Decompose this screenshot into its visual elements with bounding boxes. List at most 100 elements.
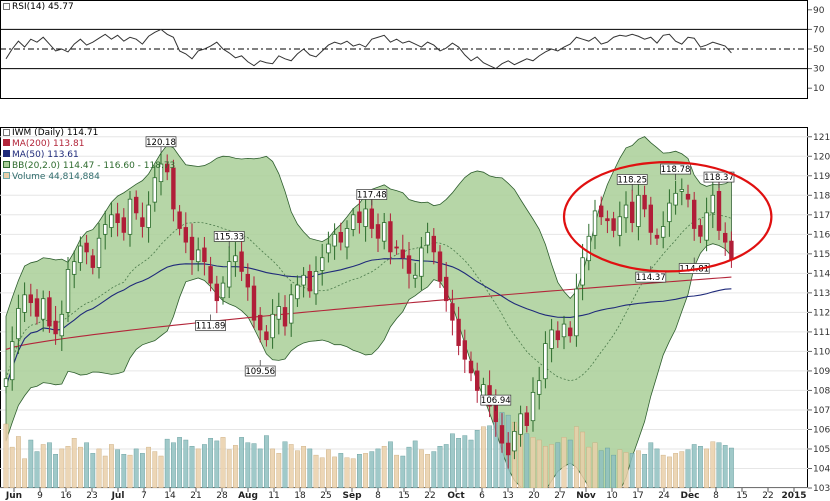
volume-bar — [357, 454, 362, 488]
candle-body — [183, 227, 188, 243]
volume-bar — [282, 441, 288, 488]
price-tick-label: 104 — [813, 464, 830, 474]
date-tick-label: 20 — [528, 491, 540, 501]
candle-body — [103, 224, 108, 235]
candle-body — [462, 340, 467, 360]
volume-bar — [152, 451, 158, 488]
ma200-label: MA(200) 113.81 — [12, 139, 85, 149]
volume-legend-row: Volume 44,814,884 — [3, 172, 175, 183]
volume-bar — [276, 453, 282, 488]
annotation-label: 120.18 — [146, 138, 176, 148]
candle-body — [530, 391, 536, 422]
candle-body — [357, 211, 362, 224]
volume-bar — [3, 423, 9, 488]
annotation-box — [678, 263, 710, 274]
volume-bar — [22, 458, 27, 488]
annotation-label: 118.37 — [704, 173, 734, 183]
ma50-line — [5, 258, 732, 387]
candle-body — [648, 204, 653, 233]
candle-body — [140, 217, 145, 227]
candle-body — [505, 442, 511, 456]
candle-body — [375, 224, 381, 239]
volume-bar — [574, 426, 579, 488]
candle-body — [716, 190, 722, 231]
volume-bar — [295, 450, 300, 488]
candle-body — [537, 380, 542, 395]
candle-body — [270, 313, 275, 339]
volume-bar — [146, 446, 151, 488]
candle-body — [177, 211, 182, 229]
volume-bar — [40, 444, 46, 488]
rsi-tick-label: 10 — [813, 84, 825, 94]
candle-body — [220, 282, 226, 299]
annotation-box — [356, 189, 388, 200]
volume-bar — [716, 442, 722, 488]
volume-bar — [586, 446, 592, 488]
volume-bar — [400, 455, 406, 488]
annotation-label: 111.89 — [196, 322, 226, 332]
candle-body — [580, 257, 585, 286]
annotation-box — [480, 394, 512, 406]
annotation-box — [635, 271, 667, 283]
volume-bar — [170, 442, 176, 488]
date-tick-label: 16 — [60, 491, 72, 501]
candle-body — [592, 210, 598, 236]
candle-body — [53, 320, 58, 335]
candle-body — [288, 294, 294, 324]
date-tick-label: 15 — [736, 491, 747, 501]
price-panel: 120.18 115.33 111.89 109.56 117.48 106.94 118.… — [0, 127, 830, 494]
volume-bar — [220, 437, 226, 488]
candle-body — [72, 261, 77, 275]
candle-body — [34, 298, 40, 317]
candle-body — [654, 234, 660, 239]
candle-body — [723, 232, 728, 243]
volume-bar — [567, 439, 573, 488]
volume-bar — [270, 448, 275, 488]
volume-bar — [530, 437, 536, 488]
annotation-box — [616, 174, 648, 185]
date-tick-label: 23 — [86, 491, 97, 501]
ma50-legend-row: MA(50) 113.61 — [3, 150, 175, 161]
rsi-label: RSI(14) 45.77 — [12, 2, 74, 12]
volume-bar — [189, 446, 195, 488]
ma200-swatch-icon — [3, 139, 10, 146]
highlight-circle — [562, 161, 773, 273]
price-tick-label: 111 — [813, 328, 830, 338]
date-tick-label: 15 — [398, 491, 409, 501]
candle-body — [685, 193, 691, 200]
candle-body — [512, 431, 517, 452]
volume-bar — [667, 456, 672, 488]
volume-bar — [232, 445, 238, 488]
volume-bar — [623, 452, 629, 488]
volume-bar — [319, 457, 325, 488]
candle-body — [245, 273, 250, 288]
volume-bar — [71, 438, 77, 488]
volume-bar — [419, 449, 424, 488]
volume-bar — [239, 437, 244, 488]
candle-body — [9, 341, 15, 381]
date-tick-label: 21 — [190, 491, 201, 501]
candle-body — [28, 294, 33, 304]
candle-body — [127, 198, 133, 235]
candle-body — [115, 213, 120, 224]
annotation-box — [145, 136, 177, 148]
candle-body — [133, 196, 139, 214]
date-tick-label: 25 — [320, 491, 331, 501]
date-tick-label: 22 — [424, 491, 435, 501]
candle-body — [617, 216, 622, 236]
ma200-legend-row: MA(200) 113.81 — [3, 139, 175, 150]
price-tick-label: 116 — [813, 230, 830, 240]
annotation-label: 115.33 — [214, 232, 244, 242]
bb-label: BB(20,2.0) 114.47 - 116.60 - 118.73 — [12, 161, 176, 171]
volume-bar — [642, 454, 648, 488]
volume-bar — [77, 446, 83, 488]
candle-body — [251, 285, 257, 321]
date-tick-label: 24 — [658, 491, 670, 501]
price-legend-box-icon — [3, 129, 10, 136]
volume-bar — [406, 446, 412, 488]
candle-body — [543, 343, 548, 380]
volume-bar — [437, 446, 443, 488]
volume-bar — [487, 425, 492, 488]
bb-legend-row: BB(20,2.0) 114.47 - 116.60 - 118.73 — [3, 161, 175, 172]
candle-body — [158, 163, 164, 183]
